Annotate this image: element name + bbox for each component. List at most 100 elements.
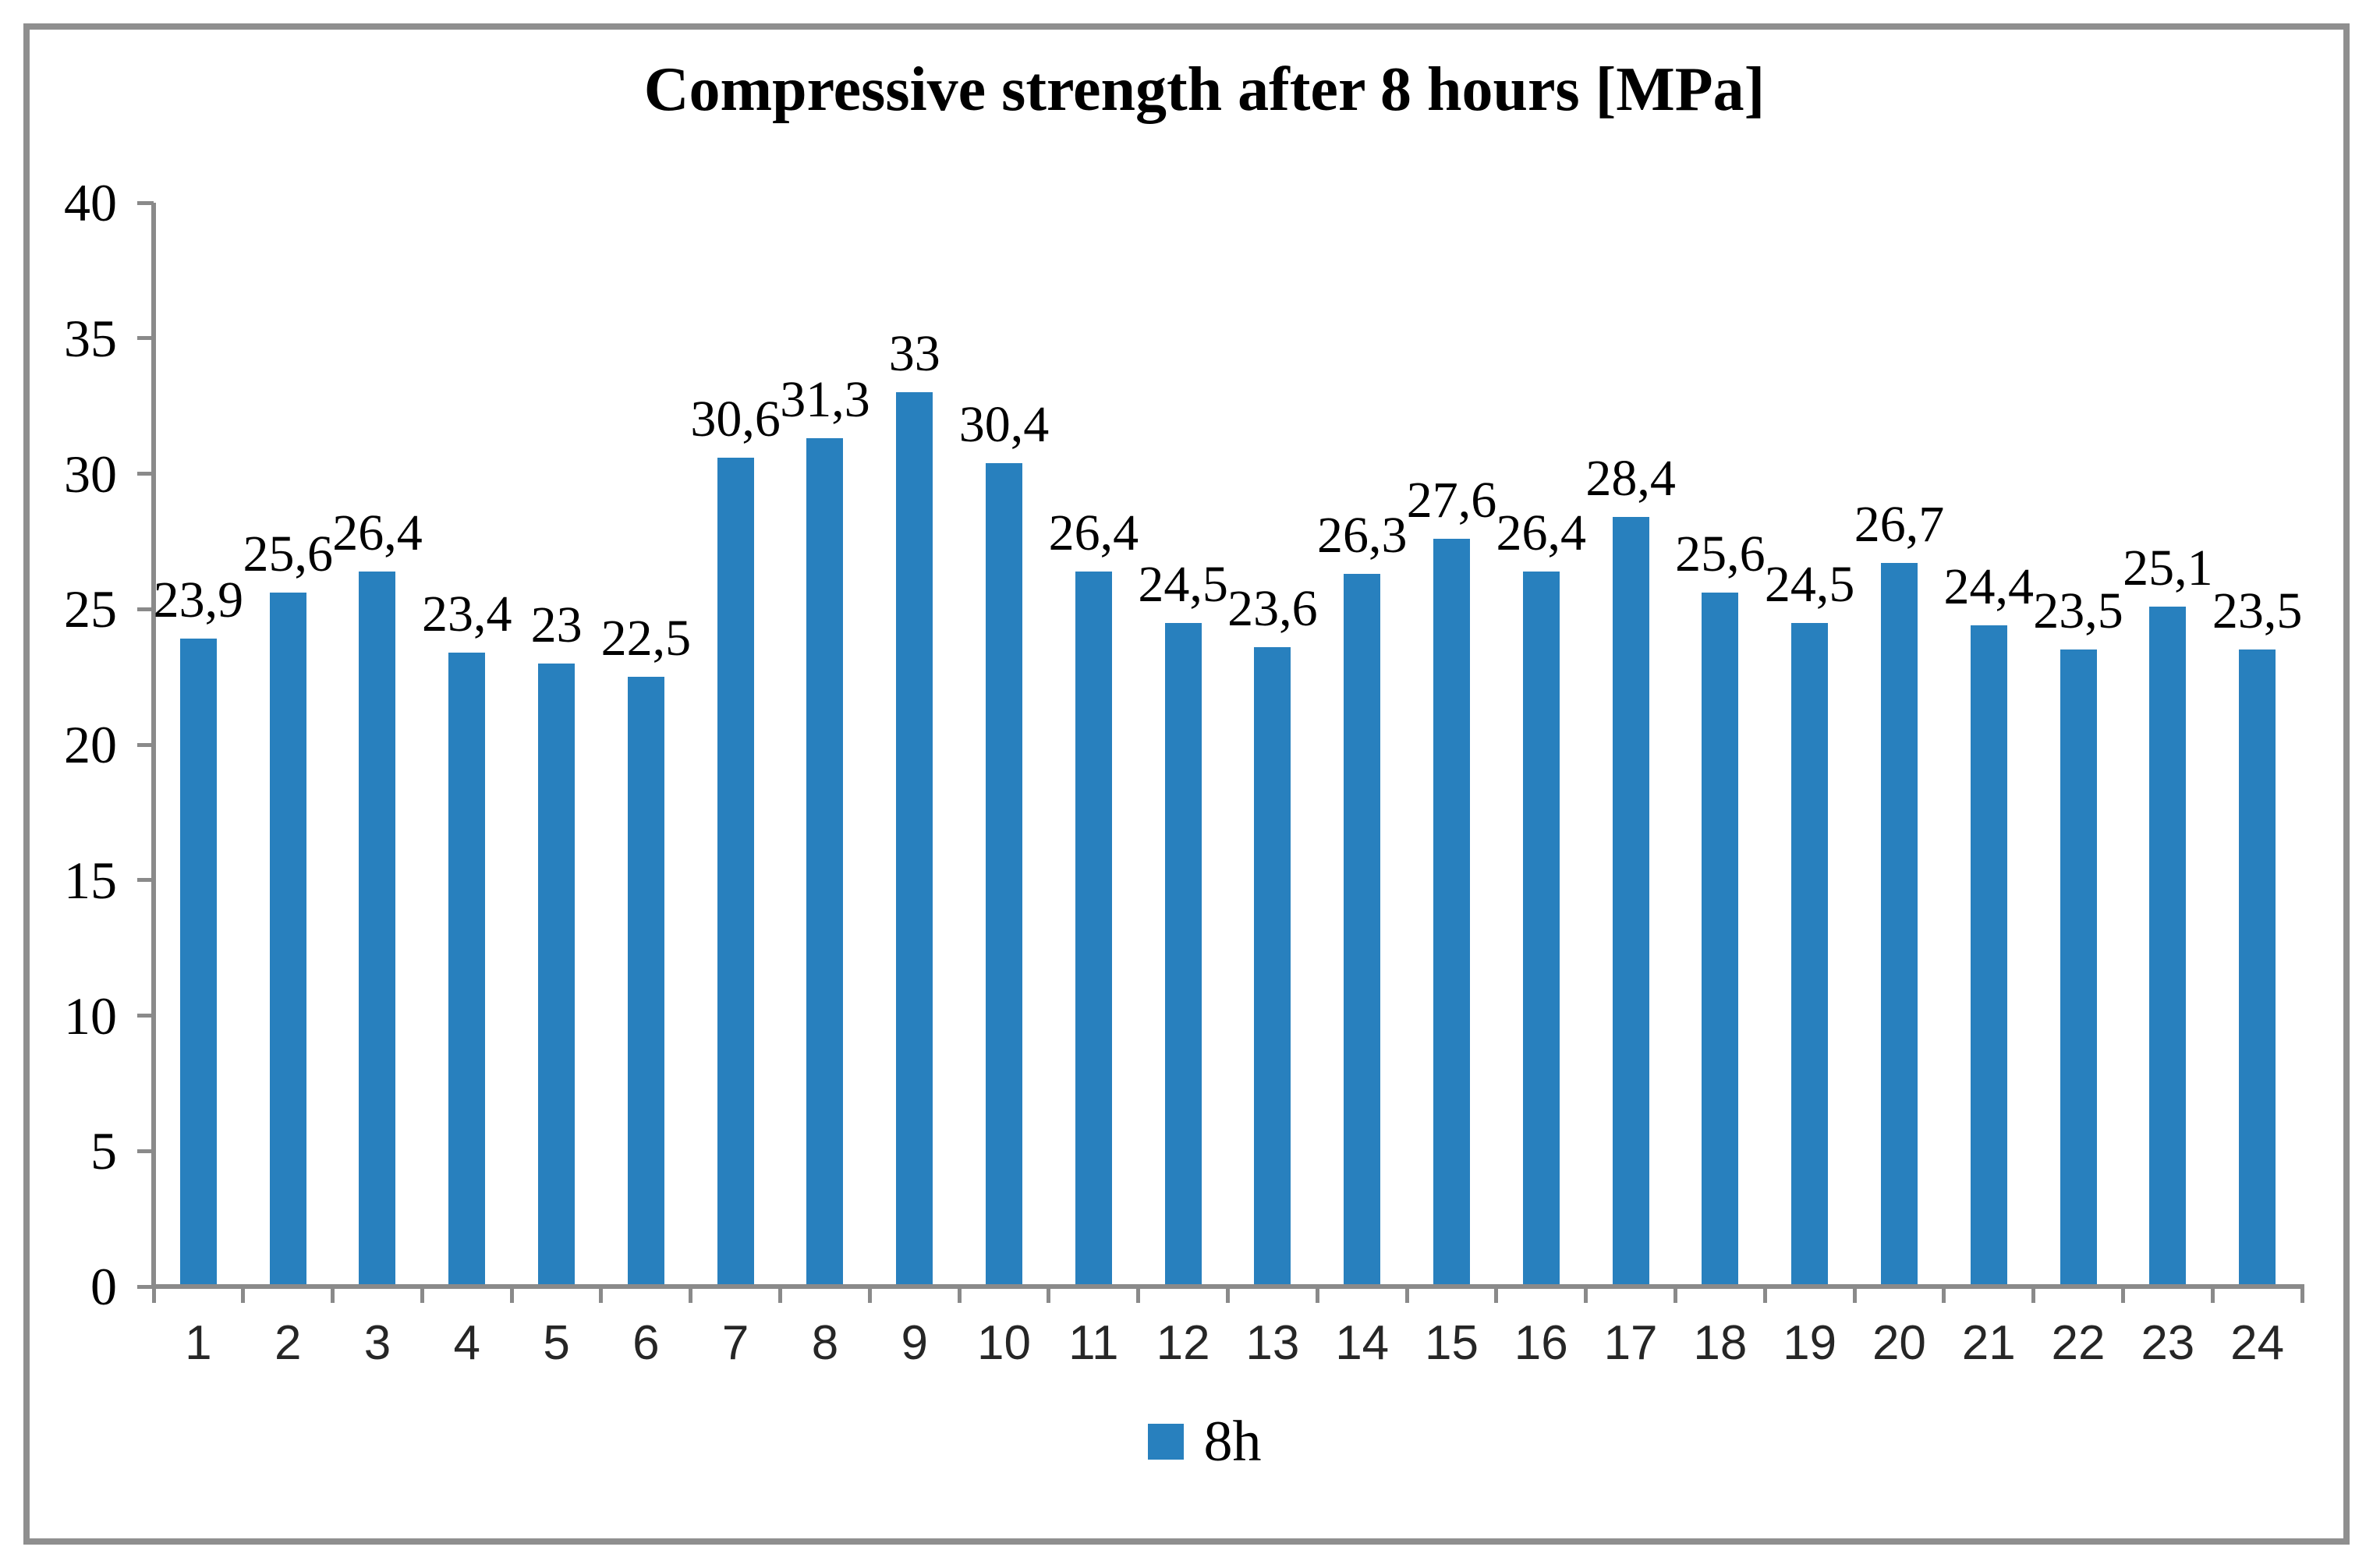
legend: 8h (130, 1413, 2279, 1471)
x-axis-tick (1226, 1287, 1230, 1303)
bar-value-label: 28,4 (1585, 450, 1676, 508)
x-axis-tick (241, 1287, 246, 1303)
bar (269, 593, 306, 1284)
x-axis-tick (778, 1287, 783, 1303)
bar-value-label: 30,6 (690, 390, 781, 448)
y-tick-label: 20 (64, 715, 117, 774)
bar (448, 652, 486, 1284)
y-axis-tick (137, 200, 154, 205)
bar-value-label: 26,4 (332, 504, 423, 561)
bar-value-label: 23,5 (2033, 582, 2123, 640)
bar-value-label: 24,4 (1943, 558, 2034, 616)
bar (1075, 571, 1112, 1284)
bar-value-label: 26,3 (1316, 507, 1408, 565)
x-axis-tick (867, 1287, 872, 1303)
x-axis-tick (599, 1287, 604, 1303)
bar (806, 438, 844, 1284)
bar (1164, 622, 1202, 1284)
x-axis-tick (2210, 1287, 2215, 1303)
x-axis-tick (689, 1287, 693, 1303)
bar-value-label: 27,6 (1406, 471, 1497, 529)
x-tick-label: 14 (1335, 1316, 1390, 1370)
x-axis-tick (1315, 1287, 1319, 1303)
y-axis-tick (137, 1149, 154, 1153)
y-tick-label: 25 (64, 579, 117, 639)
x-axis-tick (420, 1287, 424, 1303)
x-tick-label: 17 (1603, 1316, 1658, 1370)
bar (179, 639, 217, 1284)
y-axis-tick (137, 742, 154, 747)
bar-value-label: 23 (530, 596, 583, 653)
y-tick-label: 0 (90, 1257, 117, 1316)
bar-value-label: 26,4 (1496, 504, 1587, 561)
y-tick-label: 40 (64, 173, 117, 232)
y-tick-label: 15 (64, 850, 117, 910)
y-tick-label: 5 (90, 1121, 117, 1181)
bar-value-label: 22,5 (600, 610, 692, 667)
x-axis-tick (1584, 1287, 1588, 1303)
x-axis-tick (1047, 1287, 1051, 1303)
x-tick-label: 19 (1783, 1316, 1837, 1370)
bar-value-label: 26,7 (1854, 496, 1945, 554)
y-axis-line (151, 203, 156, 1287)
x-axis-tick (331, 1287, 335, 1303)
x-tick-label: 3 (363, 1316, 391, 1370)
x-tick-label: 22 (2051, 1316, 2106, 1370)
bar (2239, 649, 2276, 1284)
x-axis-tick (2120, 1287, 2125, 1303)
x-axis-tick (509, 1287, 514, 1303)
x-tick-label: 16 (1514, 1316, 1568, 1370)
bar-value-label: 24,5 (1138, 555, 1228, 613)
x-tick-label: 24 (2230, 1316, 2285, 1370)
y-tick-label: 10 (64, 986, 117, 1046)
bar (1791, 622, 1829, 1284)
bar (1254, 646, 1291, 1284)
bar-value-label: 25,6 (1675, 526, 1766, 583)
bar (717, 457, 754, 1284)
bar (2149, 606, 2187, 1284)
bar (1970, 625, 2007, 1284)
bar (359, 571, 396, 1284)
bar (1344, 574, 1381, 1284)
x-tick-label: 2 (274, 1316, 302, 1370)
bar-value-label: 26,4 (1048, 504, 1139, 561)
bar (1612, 517, 1649, 1284)
y-axis-tick (137, 336, 154, 341)
bar (627, 677, 664, 1284)
x-axis-tick (1494, 1287, 1499, 1303)
bar (1880, 563, 1918, 1284)
y-axis-tick (137, 878, 154, 883)
bar (896, 392, 933, 1284)
y-tick-label: 35 (64, 308, 117, 368)
bar (1702, 593, 1739, 1284)
y-tick-label: 30 (64, 444, 117, 504)
x-axis-tick (151, 1287, 156, 1303)
x-axis-tick (1673, 1287, 1677, 1303)
bar (1522, 571, 1560, 1284)
x-tick-label: 23 (2141, 1316, 2195, 1370)
x-axis-tick (2300, 1287, 2304, 1303)
bar-value-label: 25,1 (2123, 539, 2213, 596)
x-axis-tick (1136, 1287, 1141, 1303)
x-tick-label: 8 (811, 1316, 839, 1370)
x-axis-tick (957, 1287, 962, 1303)
bar-value-label: 25,6 (243, 526, 333, 583)
x-tick-label: 4 (453, 1316, 480, 1370)
y-axis-tick (137, 607, 154, 611)
x-axis-tick (1942, 1287, 1946, 1303)
bar-value-label: 23,5 (2212, 582, 2303, 640)
x-axis-tick (1852, 1287, 1857, 1303)
bar-value-label: 23,6 (1227, 579, 1318, 637)
bar-value-label: 30,4 (958, 395, 1050, 453)
legend-label: 8h (1203, 1410, 1262, 1474)
x-tick-label: 6 (632, 1316, 660, 1370)
y-axis-tick (137, 472, 154, 476)
bar (538, 663, 576, 1284)
x-tick-label: 9 (901, 1316, 928, 1370)
x-tick-label: 1 (185, 1316, 212, 1370)
x-tick-label: 10 (977, 1316, 1031, 1370)
x-tick-label: 15 (1424, 1316, 1479, 1370)
bar-value-label: 23,4 (422, 585, 512, 642)
x-tick-label: 7 (721, 1316, 749, 1370)
